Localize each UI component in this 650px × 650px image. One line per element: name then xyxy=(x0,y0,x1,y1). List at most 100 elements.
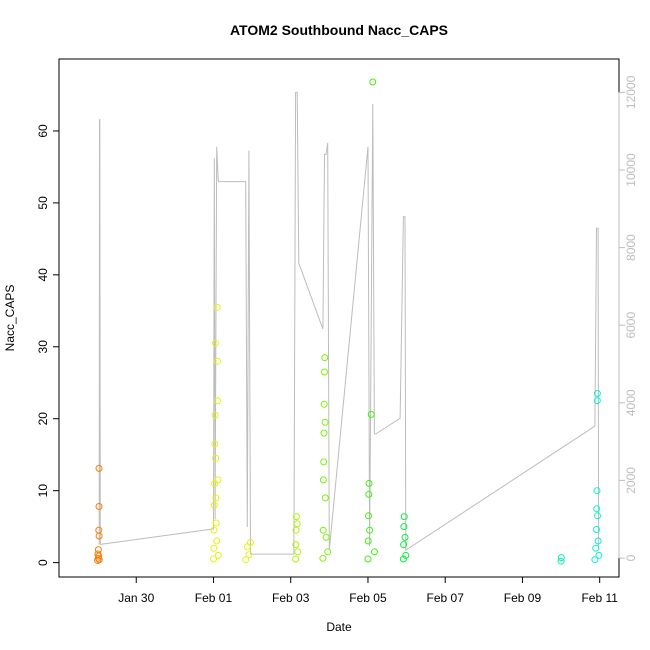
data-point-44 xyxy=(321,354,329,362)
y-right-tick-label-2: 4000 xyxy=(624,389,638,416)
x-tick-label-4: Feb 07 xyxy=(427,591,465,605)
data-point-10 xyxy=(210,555,217,563)
y-right-tick-label-3: 6000 xyxy=(624,312,638,339)
y-tick-label-4: 40 xyxy=(36,268,50,282)
data-point-53 xyxy=(365,480,373,487)
data-point-54 xyxy=(366,526,374,534)
y-right-tick-label-5: 10000 xyxy=(624,153,638,187)
x-tick-label-2: Feb 03 xyxy=(272,591,310,605)
y-axis-left: 0 10 20 30 40 50 60 xyxy=(36,124,60,566)
data-point-42 xyxy=(320,400,328,408)
x-axis-title: Date xyxy=(326,620,352,634)
y-right-tick-label-4: 8000 xyxy=(624,234,638,261)
data-point-15 xyxy=(211,440,219,448)
x-tick-label-3: Feb 05 xyxy=(349,591,387,605)
data-point-43 xyxy=(321,368,328,376)
data-point-68 xyxy=(593,526,600,533)
data-point-41 xyxy=(320,429,328,437)
data-point-56 xyxy=(369,78,377,86)
y-tick-label-0: 0 xyxy=(36,559,50,566)
data-point-63 xyxy=(402,551,410,559)
data-point-55 xyxy=(367,410,375,418)
data-point-67 xyxy=(592,544,600,552)
data-point-75 xyxy=(595,551,603,559)
data-point-39 xyxy=(319,476,327,484)
data-point-36 xyxy=(294,548,302,556)
y-axis-right: 0 2000 4000 6000 8000 10000 12000 xyxy=(618,75,638,561)
data-point-64 xyxy=(557,557,565,565)
data-point-66 xyxy=(591,556,599,564)
data-point-35 xyxy=(293,520,301,528)
data-point-4 xyxy=(95,552,103,560)
data-point-22 xyxy=(213,303,221,311)
x-tick-label-6: Feb 11 xyxy=(581,591,618,605)
data-point-16 xyxy=(211,411,219,419)
x-tick-label-5: Feb 09 xyxy=(504,591,542,605)
data-point-21 xyxy=(213,537,221,545)
y-tick-label-3: 30 xyxy=(36,340,50,354)
data-point-9 xyxy=(95,556,103,564)
data-point-8 xyxy=(95,532,103,540)
data-point-23 xyxy=(213,357,221,365)
data-point-48 xyxy=(324,548,332,556)
nacc-points-series xyxy=(94,78,603,565)
y-right-tick-label-6: 12000 xyxy=(624,75,638,109)
data-point-29 xyxy=(245,551,253,559)
data-point-7 xyxy=(95,503,103,510)
data-point-12 xyxy=(210,526,218,534)
data-point-71 xyxy=(593,397,601,405)
chart-title: ATOM2 Southbound Nacc_CAPS xyxy=(230,22,448,38)
data-point-19 xyxy=(212,494,220,502)
data-point-51 xyxy=(365,512,372,520)
data-point-40 xyxy=(320,458,328,466)
data-point-69 xyxy=(593,505,601,513)
x-axis: Jan 30 Feb 01 Feb 03 Feb 05 Feb 07 Feb 09 Feb … xyxy=(118,576,618,605)
y-tick-label-6: 60 xyxy=(36,124,50,138)
data-point-70 xyxy=(593,487,601,495)
data-point-65 xyxy=(557,554,565,562)
x-tick-label-0: Jan 30 xyxy=(118,591,154,605)
y-tick-label-5: 50 xyxy=(36,196,50,210)
plot-area xyxy=(94,78,603,565)
data-point-61 xyxy=(400,513,408,521)
data-point-74 xyxy=(594,537,602,545)
y-axis-title: Nacc_CAPS xyxy=(3,285,17,352)
y-tick-label-2: 20 xyxy=(36,412,50,426)
data-point-49 xyxy=(364,555,372,563)
data-point-59 xyxy=(400,541,408,549)
data-point-73 xyxy=(594,512,601,520)
data-point-38 xyxy=(319,526,327,534)
x-tick-label-1: Feb 01 xyxy=(195,591,233,605)
data-point-25 xyxy=(214,476,222,484)
data-point-20 xyxy=(212,519,220,527)
data-point-13 xyxy=(210,501,218,509)
data-point-62 xyxy=(401,533,409,541)
data-point-52 xyxy=(365,490,373,498)
data-point-32 xyxy=(292,541,300,549)
y-tick-label-1: 10 xyxy=(36,484,50,498)
data-point-46 xyxy=(321,494,329,502)
data-point-30 xyxy=(247,539,254,546)
data-point-37 xyxy=(319,554,327,562)
data-point-57 xyxy=(370,548,378,556)
data-point-33 xyxy=(292,526,300,534)
data-point-72 xyxy=(593,390,601,397)
data-point-24 xyxy=(214,397,221,405)
data-point-27 xyxy=(242,556,250,564)
data-point-47 xyxy=(322,533,330,541)
data-point-50 xyxy=(364,537,372,545)
data-point-34 xyxy=(292,513,300,521)
data-point-31 xyxy=(292,555,300,563)
data-point-17 xyxy=(211,339,219,347)
data-point-26 xyxy=(214,551,222,559)
y-right-tick-label-1: 2000 xyxy=(624,467,638,494)
data-point-18 xyxy=(212,454,220,462)
y-right-tick-label-0: 0 xyxy=(624,554,638,561)
data-point-58 xyxy=(399,555,407,563)
data-point-60 xyxy=(400,523,408,531)
data-point-6 xyxy=(95,464,103,472)
data-point-45 xyxy=(321,418,329,426)
